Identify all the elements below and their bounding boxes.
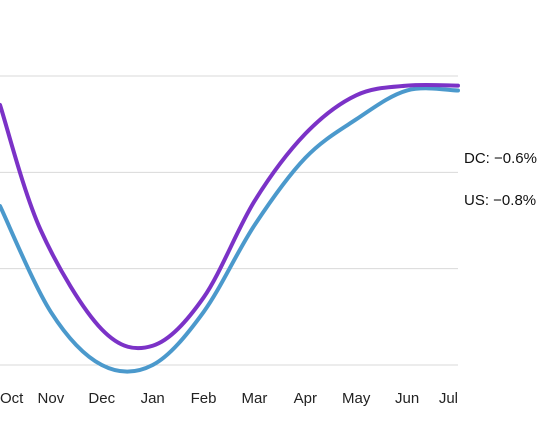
x-tick-label: Apr [294, 390, 317, 407]
series-line-dc [0, 82, 460, 351]
x-axis-tick-labels: Oct Nov Dec Jan Feb Mar Apr May Jun Jul [0, 390, 458, 407]
x-tick-label: Dec [88, 390, 115, 407]
series-line-us [0, 86, 460, 374]
end-label-dc: DC: −0.6% [464, 150, 537, 167]
x-tick-label: Oct [0, 390, 24, 407]
series-lines [0, 82, 460, 374]
x-tick-label: Jan [141, 390, 165, 407]
x-tick-label: May [342, 390, 371, 407]
gridlines [0, 75, 458, 366]
x-tick-label: Jun [395, 390, 419, 407]
series-end-labels: DC: −0.6% US: −0.8% [464, 150, 537, 209]
x-tick-label: Mar [242, 390, 268, 407]
x-tick-label: Nov [38, 390, 65, 407]
x-tick-label: Feb [191, 390, 217, 407]
end-label-us: US: −0.8% [464, 192, 536, 209]
x-tick-label: Jul [439, 390, 458, 407]
